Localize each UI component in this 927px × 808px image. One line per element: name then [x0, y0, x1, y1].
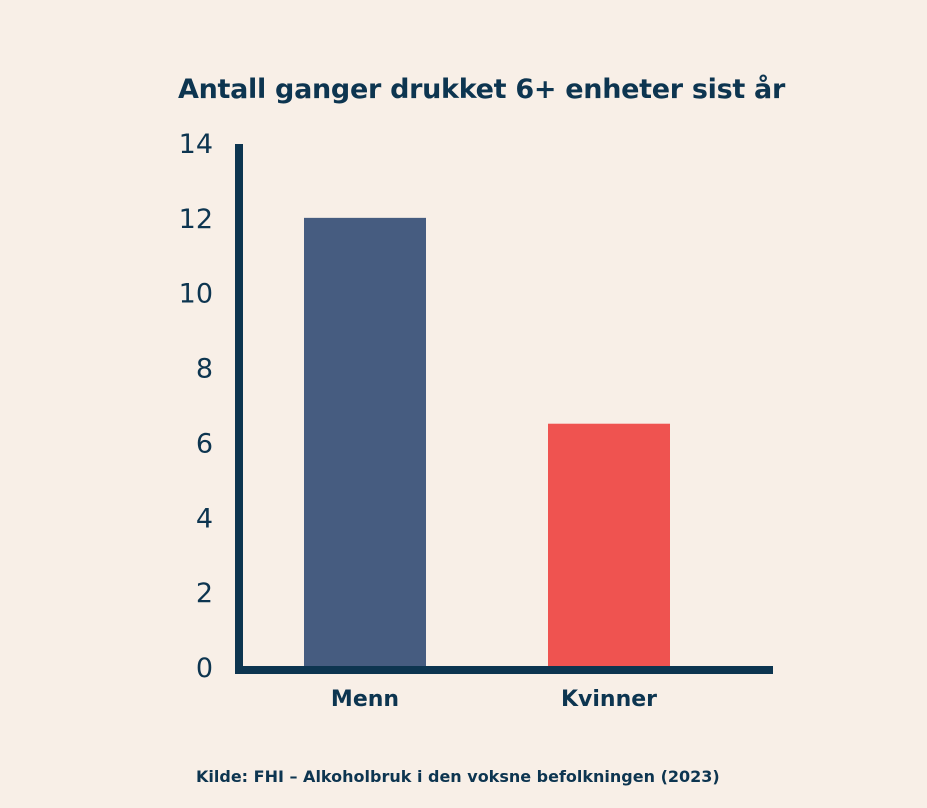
y-tick-label: 14 — [179, 129, 213, 160]
y-tick-label: 2 — [196, 578, 213, 609]
bar-menn — [304, 217, 426, 666]
y-tick-label: 0 — [196, 653, 213, 684]
chart-title: Antall ganger drukket 6+ enheter sist år — [178, 74, 785, 105]
source-note: Kilde: FHI – Alkoholbruk i den voksne be… — [196, 767, 720, 786]
x-tick-label: Kvinner — [561, 687, 657, 712]
y-tick-label: 4 — [196, 503, 213, 534]
y-tick-label: 10 — [179, 279, 213, 310]
y-tick-label: 8 — [196, 354, 213, 385]
y-tick-label: 12 — [179, 204, 213, 235]
x-axis-line — [235, 666, 773, 674]
bar-kvinner — [548, 423, 670, 666]
x-tick-label: Menn — [331, 687, 399, 712]
y-tick-label: 6 — [196, 428, 213, 459]
y-axis-line — [235, 144, 243, 674]
